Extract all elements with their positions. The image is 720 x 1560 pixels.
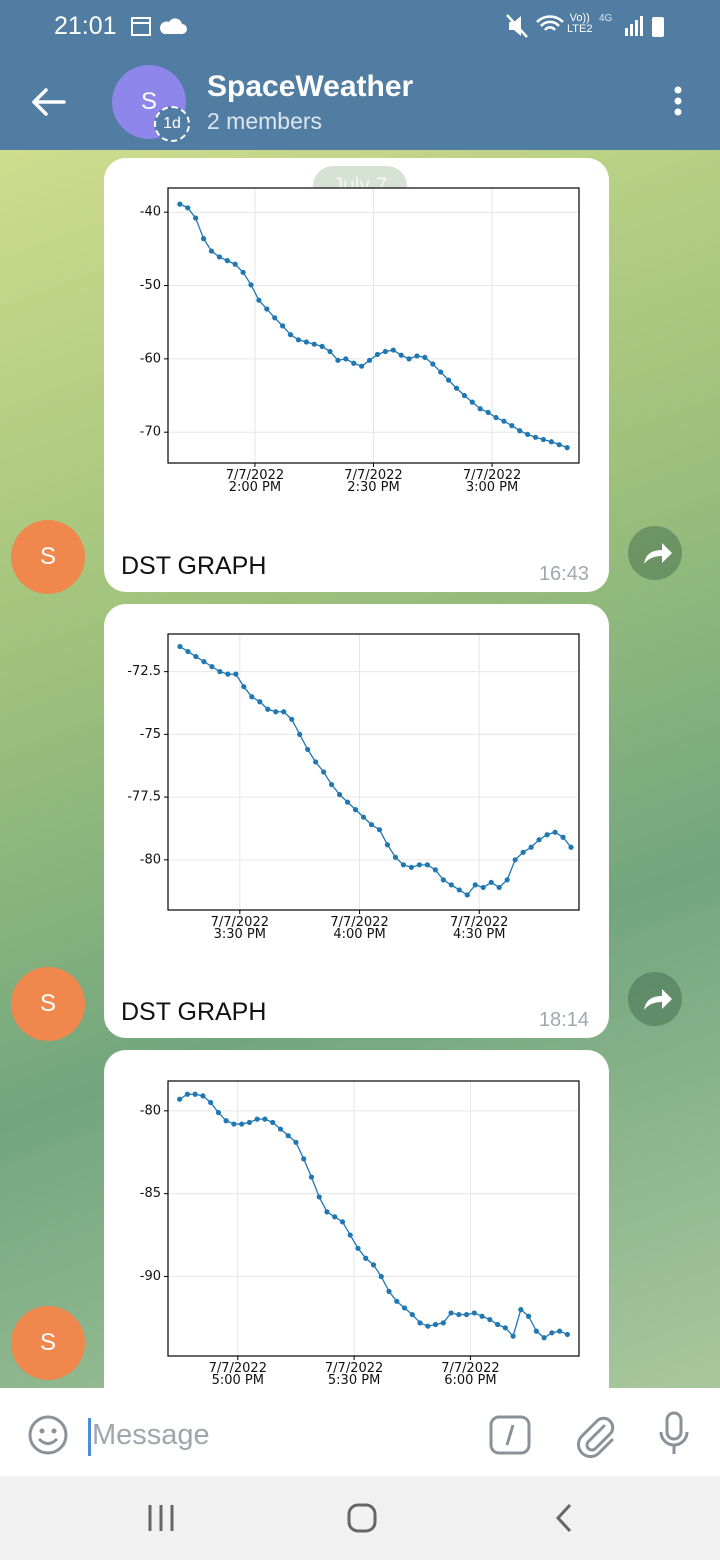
- x-tick-label: 7/7/2022 4:00 PM: [330, 915, 389, 942]
- x-tick-label: 7/7/2022 3:00 PM: [462, 468, 522, 495]
- forward-button[interactable]: [628, 526, 682, 580]
- message-bubble[interactable]: [104, 604, 609, 1038]
- x-tick-label: 7/7/2022 2:30 PM: [344, 468, 403, 495]
- recents-button[interactable]: [145, 1502, 179, 1534]
- x-tick-label: 7/7/2022 6:00 PM: [441, 1361, 500, 1388]
- lte: LTE2: [567, 23, 593, 35]
- x-tick-label: 7/7/2022 5:00 PM: [208, 1361, 267, 1388]
- navigation-bar: [0, 1476, 720, 1560]
- sender-avatar[interactable]: S: [11, 967, 85, 1041]
- system-icons: [506, 14, 664, 38]
- autodelete-badge: 1d: [154, 106, 190, 142]
- x-tick-label: 7/7/2022 5:30 PM: [324, 1361, 384, 1388]
- status-icons: [131, 17, 187, 36]
- commands-button[interactable]: [488, 1414, 532, 1456]
- composer: Message: [0, 1388, 720, 1476]
- network-type: 4G: [599, 13, 613, 24]
- volte: Vo)): [569, 12, 590, 24]
- volte-indicator: Vo)) LTE2: [567, 13, 592, 35]
- back-nav-button[interactable]: [552, 1502, 576, 1534]
- x-tick-label: 7/7/2022 3:30 PM: [210, 915, 269, 942]
- back-button[interactable]: [30, 84, 68, 120]
- x-tick-label: 7/7/2022 4:30 PM: [450, 915, 509, 942]
- menu-button[interactable]: [668, 86, 688, 120]
- date-badge: July 7: [313, 166, 407, 206]
- message-input[interactable]: Message: [92, 1419, 210, 1451]
- attach-button[interactable]: [574, 1412, 616, 1458]
- message-bubble[interactable]: [104, 158, 609, 592]
- message-caption: DST GRAPH: [121, 552, 267, 580]
- home-button[interactable]: [346, 1502, 378, 1534]
- emoji-button[interactable]: [27, 1414, 69, 1456]
- cursor: [88, 1418, 91, 1456]
- chat-subtitle: 2 members: [207, 108, 323, 134]
- x-tick-label: 7/7/2022 2:00 PM: [225, 468, 285, 495]
- forward-button[interactable]: [628, 972, 682, 1026]
- message-time: 16:43: [538, 563, 589, 585]
- message-time: 18:14: [538, 1009, 589, 1031]
- message-caption: DST GRAPH: [121, 998, 267, 1026]
- clock: 21:01: [54, 12, 117, 40]
- sender-avatar[interactable]: S: [11, 520, 85, 594]
- message-bubble[interactable]: [104, 1050, 609, 1410]
- voice-button[interactable]: [656, 1410, 692, 1458]
- top-bar: 21:01 Vo)) LTE2 4G S 1d SpaceWeather 2 me…: [0, 0, 720, 150]
- chat-title[interactable]: SpaceWeather: [207, 70, 414, 103]
- sender-avatar[interactable]: S: [11, 1306, 85, 1380]
